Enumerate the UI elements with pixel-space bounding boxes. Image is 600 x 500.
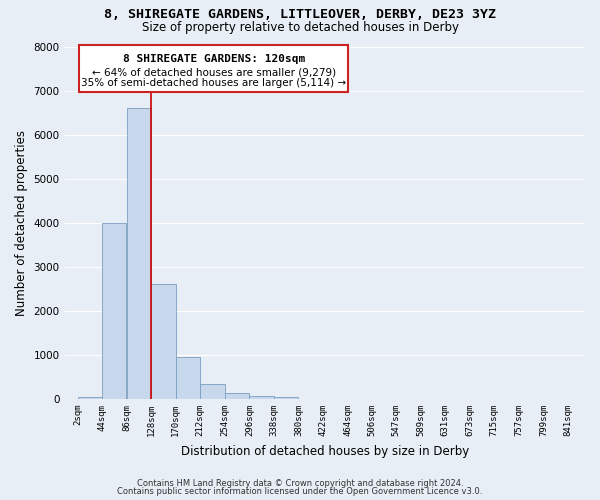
Text: ← 64% of detached houses are smaller (9,279): ← 64% of detached houses are smaller (9,… <box>92 68 336 78</box>
Bar <box>274 396 298 399</box>
Y-axis label: Number of detached properties: Number of detached properties <box>15 130 28 316</box>
Text: Size of property relative to detached houses in Derby: Size of property relative to detached ho… <box>142 21 458 34</box>
Bar <box>225 394 249 399</box>
Text: 35% of semi-detached houses are larger (5,114) →: 35% of semi-detached houses are larger (… <box>81 78 346 88</box>
FancyBboxPatch shape <box>79 44 348 92</box>
Bar <box>102 223 127 399</box>
Text: 8 SHIREGATE GARDENS: 120sqm: 8 SHIREGATE GARDENS: 120sqm <box>122 54 305 64</box>
Bar <box>200 384 224 399</box>
Text: Contains public sector information licensed under the Open Government Licence v3: Contains public sector information licen… <box>118 487 482 496</box>
Text: Contains HM Land Registry data © Crown copyright and database right 2024.: Contains HM Land Registry data © Crown c… <box>137 478 463 488</box>
Text: 8, SHIREGATE GARDENS, LITTLEOVER, DERBY, DE23 3YZ: 8, SHIREGATE GARDENS, LITTLEOVER, DERBY,… <box>104 8 496 20</box>
X-axis label: Distribution of detached houses by size in Derby: Distribution of detached houses by size … <box>181 444 469 458</box>
Bar <box>77 397 102 399</box>
Bar <box>176 356 200 399</box>
Bar <box>127 108 151 399</box>
Bar <box>250 396 274 399</box>
Bar <box>151 284 176 399</box>
